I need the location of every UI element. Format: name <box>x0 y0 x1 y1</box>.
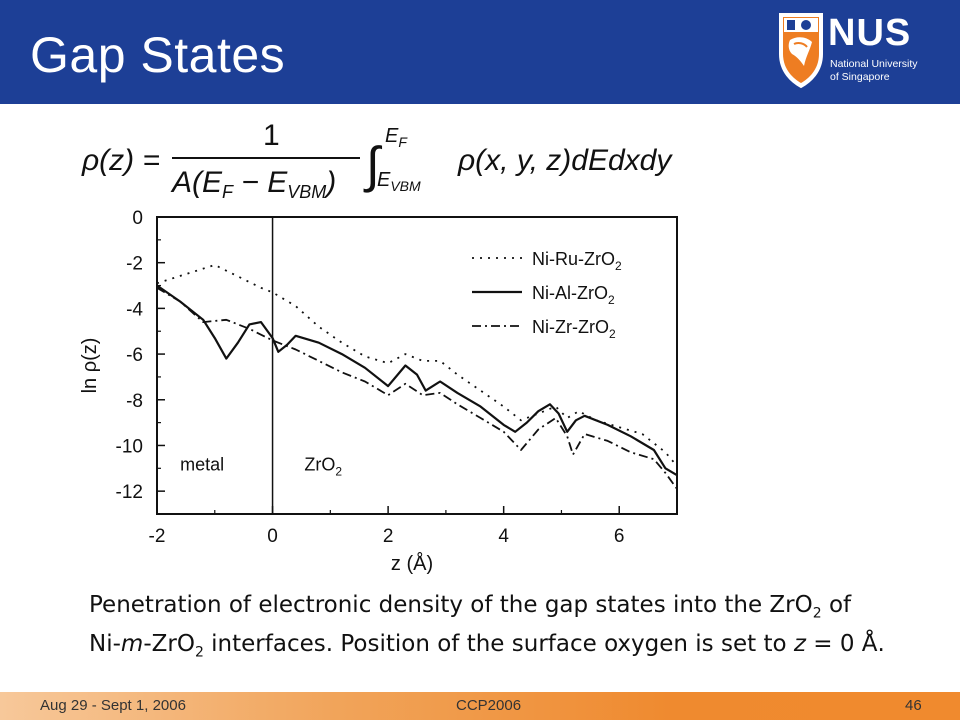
legend-label-2: Ni-Al-ZrO2 <box>532 283 615 307</box>
slide-title: Gap States <box>30 27 286 83</box>
footer-date: Aug 29 - Sept 1, 2006 <box>40 697 186 714</box>
series-line-3 <box>156 287 678 490</box>
nus-crest-icon <box>779 13 823 89</box>
x-tick-label: -2 <box>149 526 166 547</box>
formula-lower-limit: EVBM <box>377 169 421 194</box>
y-tick-label: 0 <box>132 208 143 229</box>
formula-lhs: ρ(z) = <box>81 144 160 177</box>
logo-subtitle-line2: of Singapore <box>830 71 890 83</box>
y-tick-label: -8 <box>126 391 143 412</box>
formula-numerator: 1 <box>263 119 280 152</box>
chart-legend: Ni-Ru-ZrO2 Ni-Al-ZrO2 Ni-Zr-ZrO2 <box>472 249 622 341</box>
caption-line-1: Penetration of electronic density of the… <box>89 592 852 622</box>
footer-conference: CCP2006 <box>456 697 522 714</box>
formula-integral-sign: ∫ <box>363 137 383 193</box>
footer-bar: Aug 29 - Sept 1, 2006 CCP2006 46 <box>0 692 960 720</box>
logo-subtitle-line1: National University <box>830 58 918 70</box>
y-tick-label: -12 <box>116 482 143 503</box>
x-tick-label: 2 <box>383 526 394 547</box>
x-tick-label: 0 <box>267 526 278 547</box>
gap-states-chart: 0 -2 -4 -6 -8 -10 -12 -2 0 2 4 6 ln ρ(z) z (Å) met… <box>79 208 678 575</box>
title-bar: Gap States NUS National University of Si… <box>0 0 960 104</box>
y-tick-label: -2 <box>126 254 143 275</box>
legend-label-1: Ni-Ru-ZrO2 <box>532 249 622 273</box>
x-tick-label: 6 <box>614 526 625 547</box>
nus-logo: NUS National University of Singapore <box>776 10 946 94</box>
slide-number: 46 <box>905 697 922 714</box>
plot-frame <box>156 216 678 515</box>
x-axis-label: z (Å) <box>391 552 433 575</box>
y-tick-label: -4 <box>126 299 143 320</box>
caption-line-2: Ni-m-ZrO2 interfaces. Position of the su… <box>89 630 885 661</box>
annotation-metal: metal <box>180 455 224 475</box>
y-axis-label: ln ρ(z) <box>79 338 101 394</box>
formula-denominator: A(EF − EVBM) <box>170 166 336 202</box>
series-line-2 <box>156 284 678 477</box>
y-tick-label: -6 <box>126 345 143 366</box>
figure-caption: Penetration of electronic density of the… <box>89 590 929 667</box>
legend-label-3: Ni-Zr-ZrO2 <box>532 317 616 341</box>
annotation-oxide: ZrO2 <box>304 455 342 479</box>
formula-upper-limit: EF <box>385 125 408 150</box>
y-tick-label: -10 <box>116 436 143 457</box>
x-tick-label: 4 <box>498 526 509 547</box>
formula-integrand: ρ(x, y, z)dEdxdy <box>457 144 673 177</box>
logo-wordmark: NUS <box>828 12 912 54</box>
density-formula: ρ(z) = 1 A(EF − EVBM) ∫ EF EVBM ρ(x, y, … <box>81 119 673 202</box>
